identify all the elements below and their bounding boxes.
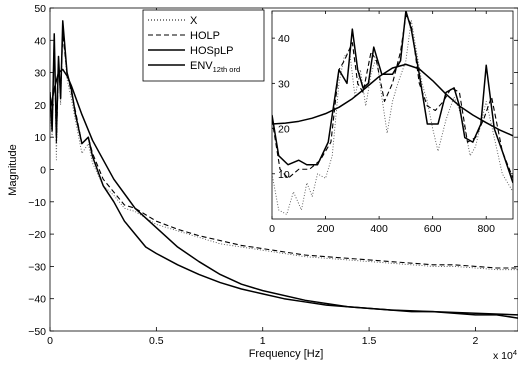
main-series-env <box>50 68 518 316</box>
main-series-group <box>50 20 518 319</box>
inset-series-env <box>272 63 513 137</box>
inset-xtick-label: 200 <box>317 223 335 235</box>
main-ytick-label: −10 <box>28 197 46 209</box>
main-xtick-label: 0 <box>47 335 53 347</box>
main-ytick-label: −20 <box>28 229 46 241</box>
main-xtick-label: 1.5 <box>362 335 377 347</box>
inset-series-x <box>272 19 513 215</box>
main-ytick-label: 0 <box>40 165 46 177</box>
main-ytick-label: 30 <box>34 68 46 80</box>
legend-env-subscript: 12th ord <box>213 65 241 74</box>
inset-xtick-label: 600 <box>424 223 442 235</box>
inset-series-holp <box>272 14 513 179</box>
legend-box <box>142 9 265 82</box>
inset-xtick-label: 0 <box>269 223 275 235</box>
inset-series-group <box>272 11 513 215</box>
main-ytick-label: −40 <box>28 294 46 306</box>
legend-label-env: ENV12th ord <box>190 60 240 74</box>
inset-ytick-label: 40 <box>278 33 290 45</box>
main-ticks-group: 0 0.5 1 1.5 2 −50 −40 −30 −20 −10 0 10 20 30 40 50 <box>28 3 518 347</box>
inset-ytick-label: 20 <box>278 124 290 136</box>
inset-xtick-label: 800 <box>477 223 495 235</box>
inset-xtick-label: 400 <box>370 223 388 235</box>
main-xtick-label: 2 <box>473 335 479 347</box>
main-ytick-label: 40 <box>34 35 46 47</box>
legend-label-x: X <box>190 15 198 27</box>
legend-env-name: ENV <box>190 60 213 72</box>
main-xlabel: Frequency [Hz] <box>249 348 324 360</box>
x-multiplier-exponent: 4 <box>513 348 517 357</box>
main-ytick-label: 10 <box>34 132 46 144</box>
inset-axes-box <box>271 10 514 220</box>
inset-ytick-label: 30 <box>278 78 290 90</box>
x-multiplier-base: x 10 <box>493 350 513 362</box>
main-xtick-label: 0.5 <box>149 335 164 347</box>
inset-ytick-label: 10 <box>278 169 290 181</box>
inset-ticks-group: 0 200 400 600 800 10 20 30 40 <box>269 11 513 235</box>
main-ytick-label: −50 <box>28 326 46 338</box>
legend-label-hosplp: HOSpLP <box>190 45 233 57</box>
x-multiplier-label: x 104 <box>493 348 517 362</box>
main-ytick-label: 50 <box>34 3 46 15</box>
main-ytick-label: 20 <box>34 100 46 112</box>
inset-plot: 0 200 400 600 800 10 20 30 40 <box>269 10 514 235</box>
main-series-x <box>50 26 518 271</box>
main-ylabel: Magnitude <box>7 144 19 195</box>
legend-label-holp: HOLP <box>190 30 220 42</box>
main-ytick-label: −30 <box>28 261 46 273</box>
legend: X HOLP HOSpLP ENV12th ord <box>142 9 265 82</box>
main-xtick-label: 1 <box>260 335 266 347</box>
